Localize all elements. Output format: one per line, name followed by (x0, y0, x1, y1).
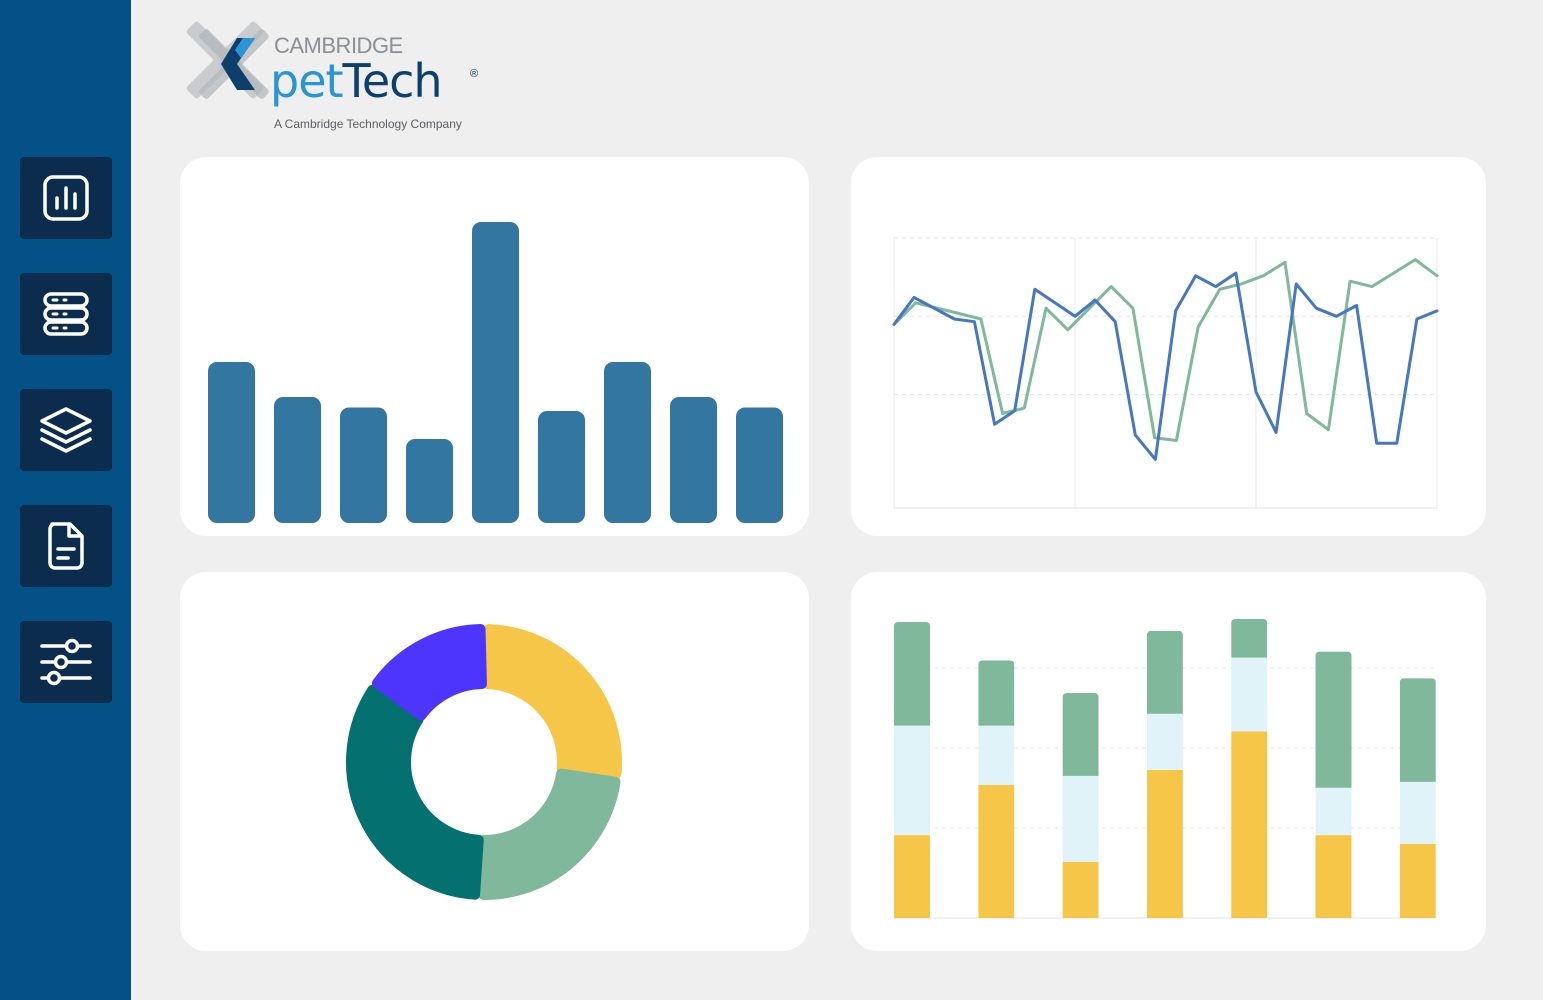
brand-tagline: A Cambridge Technology Company (274, 117, 462, 131)
sidebar-item-database[interactable] (20, 273, 112, 355)
stacked-bar (1231, 619, 1268, 918)
bar-chart-icon (43, 175, 89, 221)
brand-pet-text: pet (270, 54, 344, 108)
donut-slice (346, 684, 484, 900)
bar-chart (208, 222, 783, 523)
donut-chart (346, 624, 622, 900)
stacked-bar-chart (894, 619, 1437, 919)
bar (670, 397, 717, 523)
brand-top-text: CAMBRIDGE (274, 33, 403, 58)
registered-mark: ® (470, 68, 479, 80)
stacked-bar (978, 660, 1015, 918)
stacked-bar (894, 622, 930, 918)
series-line (892, 271, 1439, 461)
bar-segment (894, 622, 930, 726)
bar (274, 397, 321, 523)
stacked-bar-chart-card (851, 572, 1486, 951)
bar-segment (978, 660, 1015, 726)
bar-segment (1399, 844, 1436, 918)
document-icon (48, 522, 84, 570)
stacked-bar (1062, 693, 1099, 918)
brand-logo: CAMBRIDGE petTech ® A Cambridge Technolo… (180, 14, 500, 134)
bar-segment (1062, 861, 1099, 918)
bar-segment (1231, 619, 1268, 658)
bar (538, 411, 585, 523)
bar (472, 222, 519, 523)
donut-slice (481, 624, 622, 779)
bar-segment (978, 784, 1015, 918)
donut-chart-card (180, 572, 809, 951)
sidebar-item-documents[interactable] (20, 505, 112, 587)
bar-segment (1231, 657, 1268, 732)
stacked-bar (1399, 678, 1436, 918)
bar-segment (1062, 775, 1099, 862)
line-chart (892, 237, 1439, 509)
bar-segment (1399, 781, 1436, 844)
bar (604, 362, 651, 523)
sidebar-item-reports[interactable] (20, 157, 112, 239)
layers-icon (40, 407, 92, 453)
brand-logo-icon (186, 21, 269, 99)
bar-segment (1062, 693, 1099, 776)
bar-segment (894, 725, 930, 836)
bar-segment (1146, 713, 1183, 770)
bar-chart-card (180, 157, 809, 536)
database-icon (43, 292, 89, 336)
donut-slice (478, 768, 621, 900)
bar-segment (1315, 835, 1352, 918)
bar-segment (1146, 630, 1183, 714)
bar-segment (978, 725, 1015, 785)
stacked-bar (1315, 651, 1352, 918)
bar-segment (1315, 651, 1352, 788)
brand-tech-text: Tech (342, 54, 443, 108)
bar-segment (1231, 731, 1268, 918)
bar (340, 407, 387, 523)
bar-segment (1315, 787, 1352, 836)
line-chart-card (851, 157, 1486, 536)
bar (406, 439, 453, 523)
bar (736, 407, 783, 523)
stacked-bar (1146, 630, 1183, 918)
sidebar-item-settings[interactable] (20, 621, 112, 703)
sidebar (0, 0, 131, 1000)
bar-segment (894, 835, 930, 918)
brand-name: petTech (270, 58, 443, 104)
bar (208, 362, 255, 523)
sliders-icon (40, 638, 92, 686)
donut-slice (371, 624, 487, 721)
bar-segment (1399, 678, 1436, 782)
sidebar-item-layers[interactable] (20, 389, 112, 471)
series-line (892, 258, 1439, 442)
bar-segment (1146, 770, 1183, 918)
